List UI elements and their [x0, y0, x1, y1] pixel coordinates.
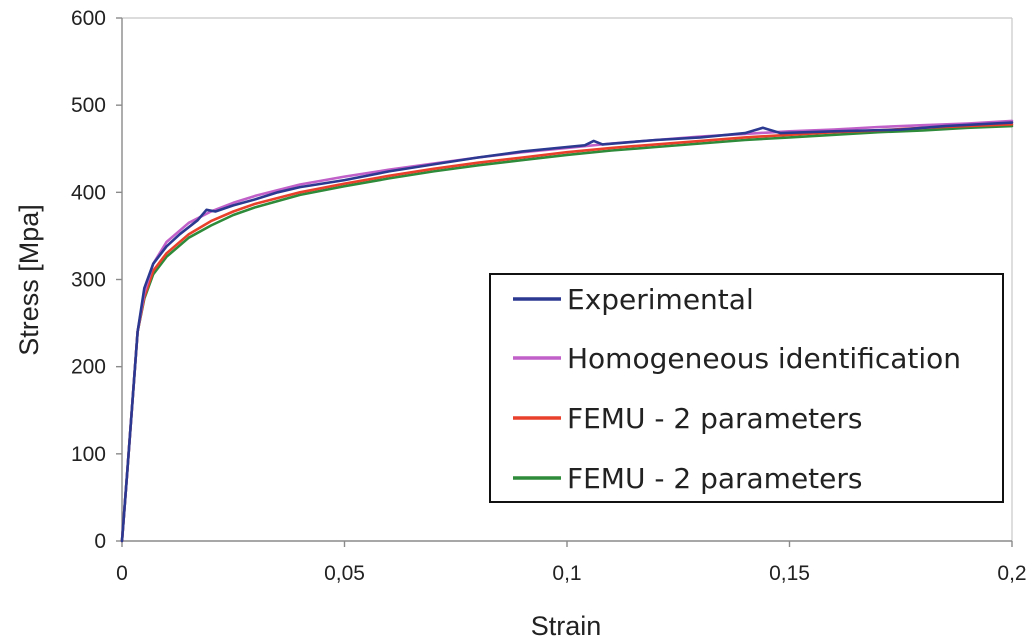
y-axis-title: Stress [Mpa] — [14, 204, 44, 356]
y-tick-label: 300 — [71, 269, 106, 292]
y-tick-label: 0 — [94, 530, 106, 553]
x-tick-label: 0,05 — [324, 562, 365, 585]
y-tick-label: 200 — [71, 356, 106, 379]
y-tick-label: 500 — [71, 94, 106, 117]
x-tick-label: 0 — [116, 562, 128, 585]
x-axis-title: Strain — [531, 611, 602, 641]
x-tick-label: 0,15 — [769, 562, 810, 585]
legend-label-3: FEMU - 2 parameters — [567, 402, 862, 435]
x-tick-label: 0,2 — [997, 562, 1026, 585]
legend-label-4: FEMU - 2 parameters — [567, 462, 862, 495]
series-lines — [120, 119, 1014, 543]
y-tick-label: 600 — [71, 7, 106, 30]
legend-label-1: Experimental — [567, 283, 754, 316]
y-tick-label: 100 — [71, 443, 106, 466]
series-line-3 — [120, 123, 1014, 543]
series-line-1 — [120, 121, 1014, 543]
legend: Experimental Homogeneous identification FE… — [489, 273, 1004, 503]
y-tick-label: 400 — [71, 181, 106, 204]
legend-label-2: Homogeneous identification — [567, 342, 961, 375]
x-tick-label: 0,1 — [552, 562, 581, 585]
axes: 0 100 200 300 400 500 600 0 0,05 0,1 0,15 0,2 — [71, 7, 1027, 585]
legend-box — [489, 273, 1004, 503]
